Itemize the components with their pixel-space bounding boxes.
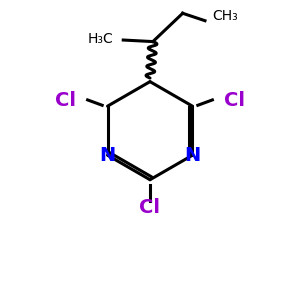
Text: CH₃: CH₃ <box>212 9 238 23</box>
Text: Cl: Cl <box>55 91 76 110</box>
Text: Cl: Cl <box>224 91 245 110</box>
Text: H₃C: H₃C <box>88 32 113 46</box>
Text: N: N <box>99 146 116 165</box>
Text: N: N <box>184 146 201 165</box>
Text: Cl: Cl <box>140 199 160 218</box>
